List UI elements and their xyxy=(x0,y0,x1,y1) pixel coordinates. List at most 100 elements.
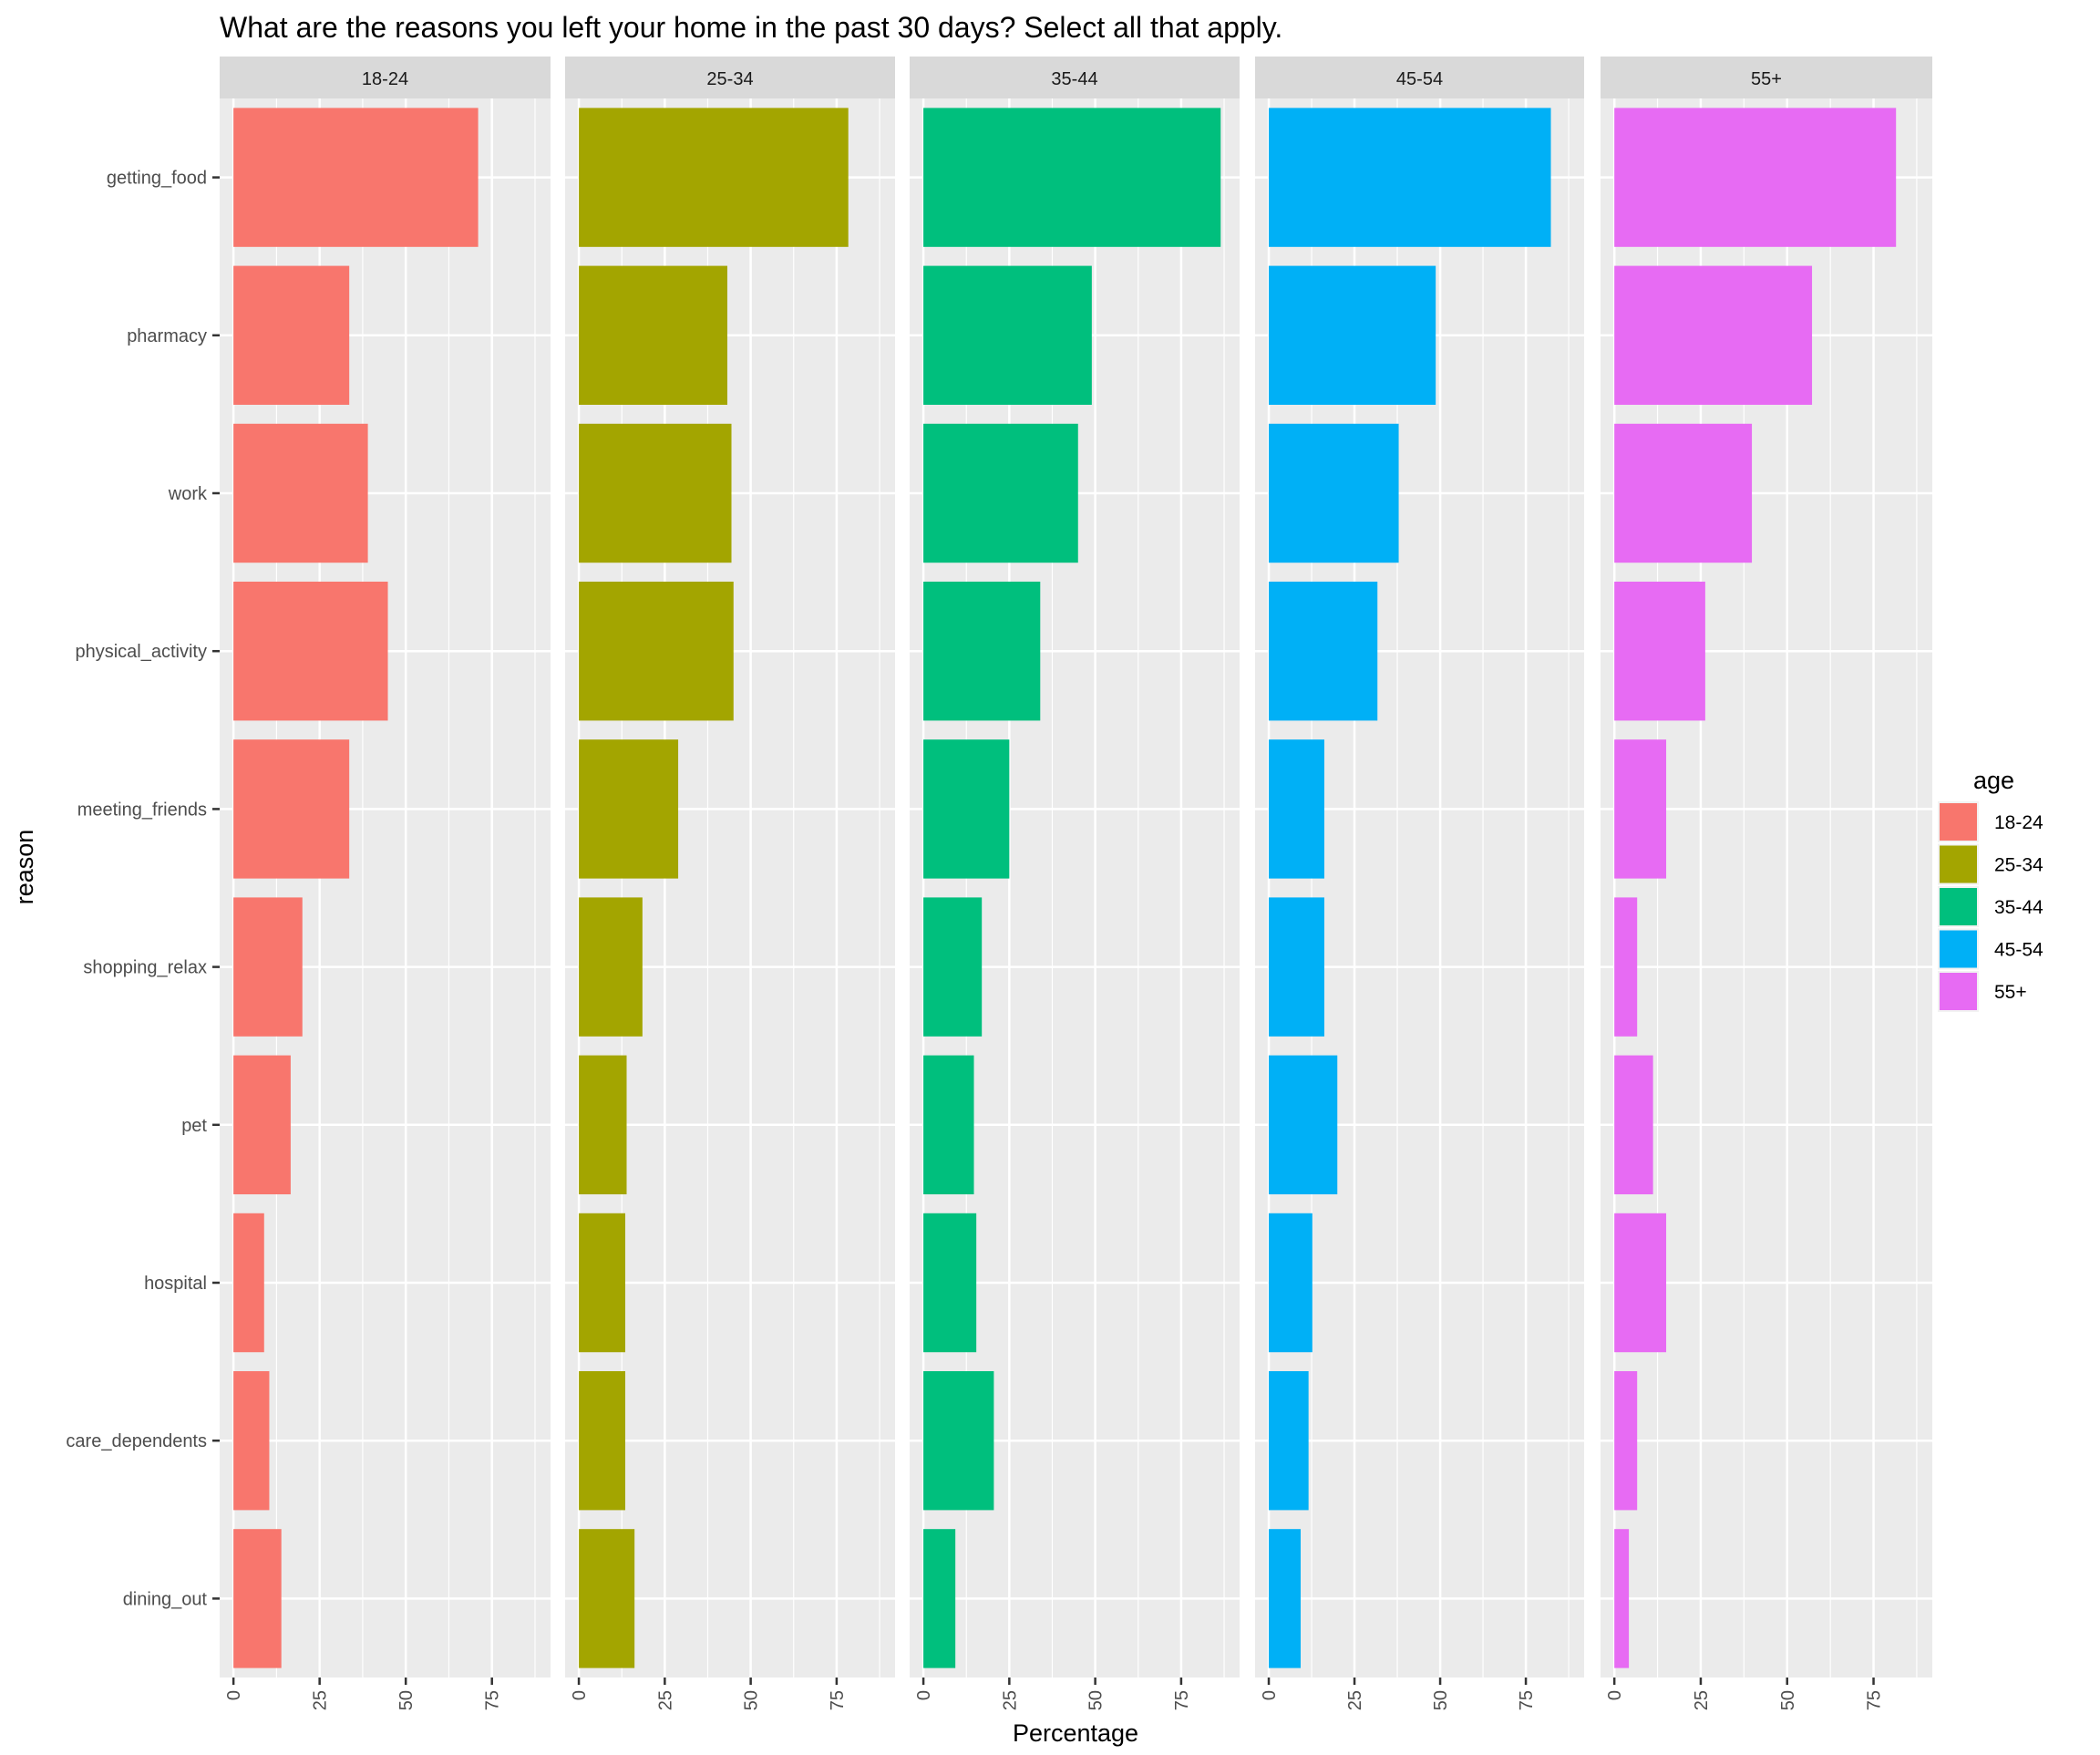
bar-25-34-pharmacy xyxy=(579,265,727,406)
bar-35-44-dining_out xyxy=(923,1529,956,1668)
bar-55+-pet xyxy=(1614,1055,1653,1195)
panel-55+: 55+ 0 25 50 75 xyxy=(1601,57,1932,1710)
x-tick-label: 25 xyxy=(1692,1690,1712,1710)
x-tick-label: 75 xyxy=(1172,1690,1192,1710)
bar-45-54-shopping_relax xyxy=(1269,897,1324,1037)
x-tick-label: 25 xyxy=(655,1690,675,1710)
bar-45-54-getting_food xyxy=(1269,108,1551,247)
facet-strip-label: 25-34 xyxy=(706,69,753,89)
bar-35-44-pharmacy xyxy=(923,265,1092,406)
bar-25-34-meeting_friends xyxy=(579,739,679,879)
x-axis-label: Percentage xyxy=(1013,1719,1138,1747)
y-tick-label: pharmacy xyxy=(127,326,207,346)
bar-25-34-physical_activity xyxy=(579,581,734,721)
facet-strip xyxy=(220,57,551,98)
bar-55+-shopping_relax xyxy=(1614,897,1638,1037)
bar-35-44-hospital xyxy=(923,1213,977,1353)
legend-swatch-18-24 xyxy=(1940,803,1977,841)
bar-18-24-dining_out xyxy=(233,1529,282,1668)
bar-25-34-pet xyxy=(579,1055,627,1195)
y-axis-label: reason xyxy=(11,830,38,905)
bar-35-44-work xyxy=(923,423,1078,563)
chart-title: What are the reasons you left your home … xyxy=(220,11,1282,44)
legend-label: 45-54 xyxy=(1994,940,2043,961)
x-tick-label: 75 xyxy=(828,1690,848,1710)
bar-55+-pharmacy xyxy=(1614,265,1813,406)
bar-35-44-physical_activity xyxy=(923,581,1041,721)
bar-45-54-pet xyxy=(1269,1055,1338,1195)
facet-strip xyxy=(1255,57,1584,98)
bar-45-54-hospital xyxy=(1269,1213,1312,1353)
x-tick-label: 50 xyxy=(396,1690,417,1710)
bar-25-34-work xyxy=(579,423,732,563)
y-tick-label: work xyxy=(168,484,208,504)
x-tick-label: 0 xyxy=(224,1690,244,1700)
bar-18-24-meeting_friends xyxy=(233,739,350,879)
y-tick-label: hospital xyxy=(144,1274,207,1294)
x-tick-label: 50 xyxy=(1086,1690,1107,1710)
facet-strip-label: 45-54 xyxy=(1396,69,1443,89)
legend-title: age xyxy=(1973,767,2014,794)
bar-18-24-pharmacy xyxy=(233,265,350,406)
bar-45-54-dining_out xyxy=(1269,1529,1302,1668)
x-tick-label: 25 xyxy=(1000,1690,1020,1710)
bar-55+-meeting_friends xyxy=(1614,739,1667,879)
facet-strip-label: 55+ xyxy=(1751,69,1782,89)
x-tick-label: 75 xyxy=(483,1690,503,1710)
x-tick-label: 25 xyxy=(1345,1690,1365,1710)
x-tick-label: 50 xyxy=(742,1690,762,1710)
y-tick-label: care_dependents xyxy=(66,1431,207,1451)
bar-35-44-pet xyxy=(923,1055,974,1195)
y-tick-label: shopping_relax xyxy=(83,958,207,978)
panel-45-54: 45-54 0 25 50 75 xyxy=(1255,57,1584,1710)
legend-swatch-45-54 xyxy=(1940,930,1977,968)
bar-25-34-getting_food xyxy=(579,108,849,247)
bar-45-54-care_dependents xyxy=(1269,1370,1309,1511)
y-tick-label: pet xyxy=(181,1116,207,1136)
legend-label: 55+ xyxy=(1994,982,2027,1003)
y-tick-label: meeting_friends xyxy=(77,800,207,820)
legend-label: 25-34 xyxy=(1994,855,2043,876)
facet-strip xyxy=(1601,57,1932,98)
facet-strip-label: 35-44 xyxy=(1051,69,1097,89)
facet-strip xyxy=(910,57,1240,98)
bar-18-24-hospital xyxy=(233,1213,264,1353)
legend: age 18-24 25-34 35-44 45-54 55+ xyxy=(1938,767,2043,1012)
bar-18-24-work xyxy=(233,423,368,563)
bar-45-54-physical_activity xyxy=(1269,581,1378,721)
x-tick-label: 0 xyxy=(1260,1690,1280,1700)
bar-18-24-physical_activity xyxy=(233,581,388,721)
legend-swatch-25-34 xyxy=(1940,845,1977,883)
bar-55+-dining_out xyxy=(1614,1529,1630,1668)
x-tick-label: 0 xyxy=(570,1690,590,1700)
legend-label: 18-24 xyxy=(1994,812,2043,833)
bar-55+-care_dependents xyxy=(1614,1370,1638,1511)
panel-18-24: 18-24 0 25 50 75 xyxy=(220,57,551,1710)
bar-55+-work xyxy=(1614,423,1753,563)
facet-strip-label: 18-24 xyxy=(362,69,408,89)
bar-25-34-care_dependents xyxy=(579,1370,625,1511)
bar-18-24-getting_food xyxy=(233,108,479,247)
bar-25-34-hospital xyxy=(579,1213,625,1353)
bar-35-44-meeting_friends xyxy=(923,739,1010,879)
bar-45-54-work xyxy=(1269,423,1399,563)
bar-35-44-care_dependents xyxy=(923,1370,994,1511)
x-tick-label: 75 xyxy=(1517,1690,1537,1710)
bar-18-24-shopping_relax xyxy=(233,897,303,1037)
legend-swatch-35-44 xyxy=(1940,888,1977,925)
x-tick-label: 25 xyxy=(311,1690,331,1710)
panel-35-44: 35-44 0 25 50 75 xyxy=(910,57,1240,1710)
x-tick-label: 0 xyxy=(1605,1690,1625,1700)
x-tick-label: 0 xyxy=(914,1690,934,1700)
panel-25-34: 25-34 0 25 50 75 xyxy=(565,57,895,1710)
legend-label: 35-44 xyxy=(1994,897,2043,918)
bar-55+-hospital xyxy=(1614,1213,1667,1353)
y-tick-label: dining_out xyxy=(123,1589,208,1609)
y-tick-label: getting_food xyxy=(107,169,207,189)
x-tick-label: 75 xyxy=(1865,1690,1885,1710)
bar-35-44-shopping_relax xyxy=(923,897,983,1037)
x-tick-label: 50 xyxy=(1431,1690,1451,1710)
bar-55+-getting_food xyxy=(1614,108,1897,247)
bar-18-24-pet xyxy=(233,1055,291,1195)
